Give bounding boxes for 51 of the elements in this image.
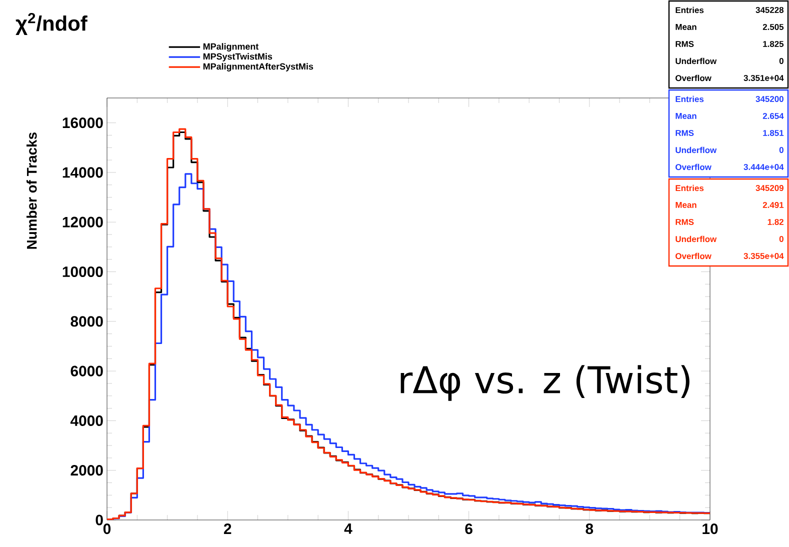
annotation: RMS xyxy=(676,218,694,225)
annotation: Overflow xyxy=(676,252,712,260)
annotation: Mean xyxy=(676,113,696,119)
text: 0 xyxy=(779,146,784,153)
annotation: Underflow xyxy=(676,236,717,242)
text: 345200 xyxy=(756,96,784,102)
annotation: RMS xyxy=(676,130,694,136)
x-tick-label: 6 xyxy=(465,524,472,534)
x-tick-label: 8 xyxy=(586,524,594,534)
x-tick-label: 4 xyxy=(344,524,352,534)
annotation: Entries xyxy=(676,184,704,192)
text: Underflow xyxy=(676,58,717,64)
x-tick-label: 2 xyxy=(224,524,232,534)
text: 3.355e+04 xyxy=(744,252,784,259)
annotation: Mean xyxy=(676,202,696,208)
x-tick-label: 10 xyxy=(702,524,718,534)
text: RMS xyxy=(676,40,694,47)
legend-label: MPalignment xyxy=(203,43,259,52)
text: 345209 xyxy=(756,184,784,191)
chart-title: χ$^{2}$/ndof xyxy=(16,12,88,36)
text: 0 xyxy=(779,236,784,242)
y-tick-label: 2000 xyxy=(70,465,103,476)
annotation: Overflow xyxy=(676,164,712,170)
y-tick-label: 14000 xyxy=(62,167,103,178)
text: 2.505 xyxy=(762,24,784,30)
text: 3.351e+04 xyxy=(744,74,784,81)
legend-label: MPalignmentAfterSystMis xyxy=(203,63,314,72)
y-tick-label: 16000 xyxy=(62,118,103,128)
y-tick-label: 0 xyxy=(96,514,103,526)
text: Entries xyxy=(676,6,704,14)
text: 1.82 xyxy=(768,218,784,225)
text: Mean xyxy=(676,24,696,30)
annotation: rΔφ vs. z (Twist) xyxy=(400,365,690,401)
text: 345228 xyxy=(756,6,784,13)
text: 2.491 xyxy=(762,202,784,208)
y-tick-label: 6000 xyxy=(70,366,103,376)
legend-label: MPSystTwistMis xyxy=(203,53,272,62)
x-tick-label: 0 xyxy=(103,524,111,534)
text: Overflow xyxy=(676,74,712,82)
y-axis-title: Number of Tracks xyxy=(26,132,37,249)
y-tick-label: 4000 xyxy=(70,415,103,426)
annotation: Entries xyxy=(676,96,704,102)
text: 1.825 xyxy=(763,40,784,47)
y-tick-label: 8000 xyxy=(70,316,103,327)
text: 1.851 xyxy=(763,130,784,136)
text: 0 xyxy=(779,58,784,64)
y-tick-label: 10000 xyxy=(62,266,103,278)
y-tick-label: 12000 xyxy=(62,216,103,228)
text: 3.444e+04 xyxy=(744,164,784,170)
text: 2.654 xyxy=(762,113,784,119)
annotation: Underflow xyxy=(676,146,717,154)
